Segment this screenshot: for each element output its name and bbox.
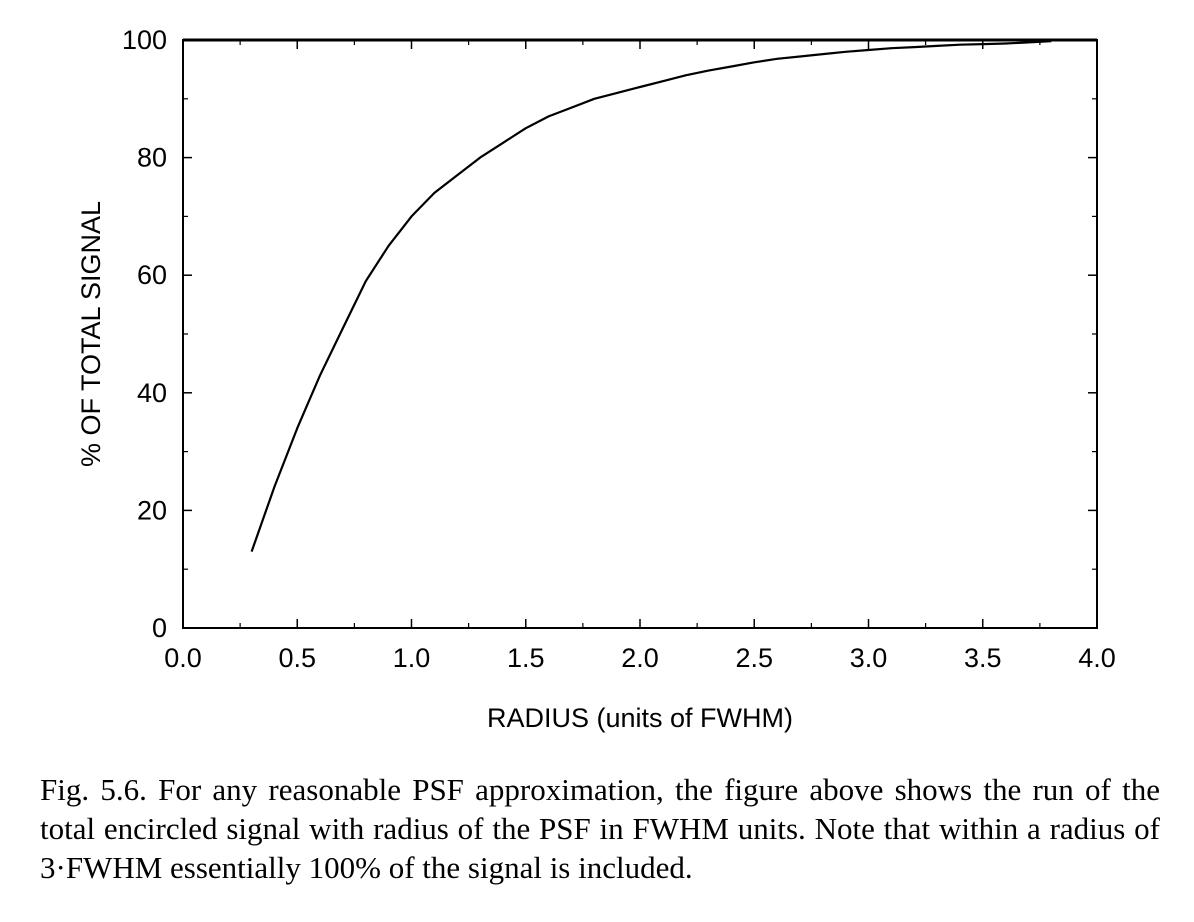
y-tick-label: 60: [137, 260, 167, 290]
x-tick-label: 1.5: [507, 643, 545, 673]
x-tick-label: 3.5: [964, 643, 1002, 673]
y-tick-label: 100: [122, 25, 167, 55]
y-tick-label: 20: [137, 495, 167, 525]
x-tick-label: 3.0: [850, 643, 888, 673]
y-tick-label: 40: [137, 378, 167, 408]
x-tick-label: 0.0: [164, 643, 202, 673]
x-tick-label: 2.5: [735, 643, 773, 673]
y-axis-title: % OF TOTAL SIGNAL: [76, 201, 106, 467]
x-axis-title: RADIUS (units of FWHM): [487, 703, 793, 733]
y-tick-label: 80: [137, 143, 167, 173]
plot-frame: [182, 38, 1098, 629]
tick-labels: 0.0 0.5 1.0 1.5 2.0 2.5 3.0 3.5 4.0 0 20 40 60 80 100: [122, 25, 1116, 673]
x-tick-label: 2.0: [621, 643, 659, 673]
series-group: [250, 40, 1052, 552]
x-tick-label: 0.5: [278, 643, 316, 673]
x-tick-label: 1.0: [393, 643, 431, 673]
figure-caption: Fig. 5.6. For any reasonable PSF approxi…: [40, 772, 1160, 885]
y-tick-label: 0: [152, 613, 167, 643]
x-tick-label: 4.0: [1078, 643, 1116, 673]
encircled-signal-chart: 0.0 0.5 1.0 1.5 2.0 2.5 3.0 3.5 4.0020406080100 …: [76, 25, 1116, 733]
axis-ticks: [182, 39, 1098, 629]
plot-border: [182, 39, 1098, 629]
encircled-signal-curve: [250, 40, 1052, 552]
